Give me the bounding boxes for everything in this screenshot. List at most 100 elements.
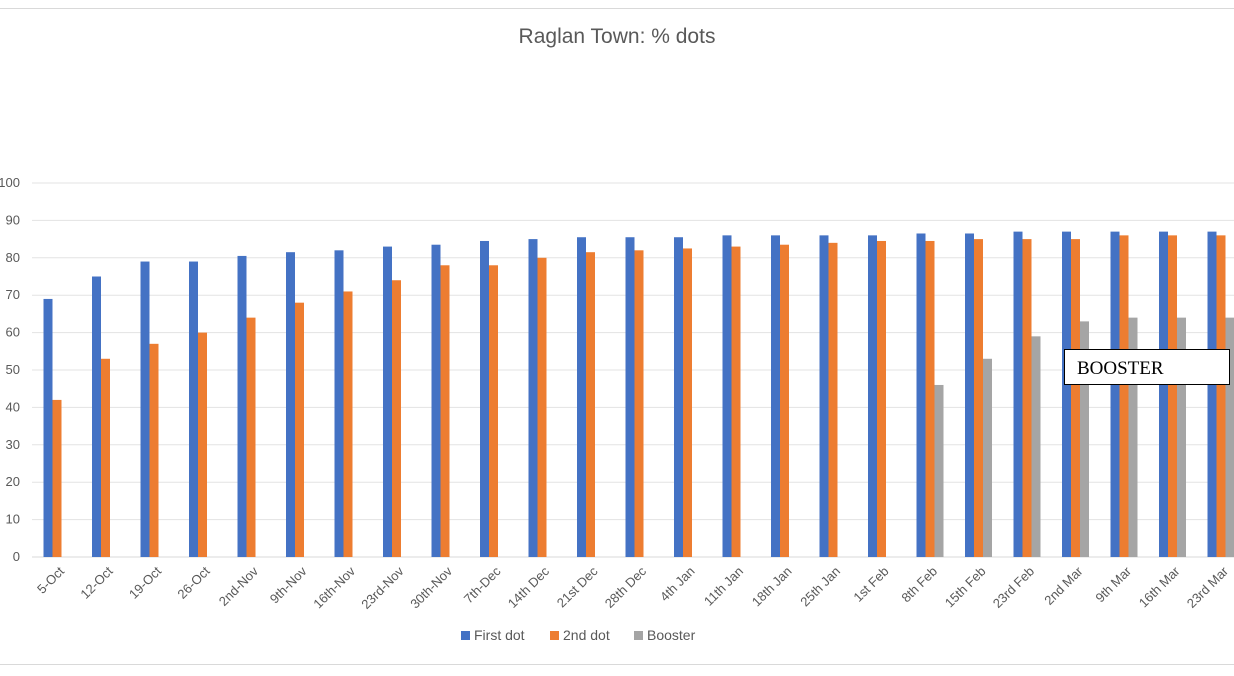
- chart-frame-bottom: [0, 664, 1234, 665]
- legend-label: Booster: [647, 627, 696, 643]
- x-tick-label: 23rd Feb: [990, 564, 1037, 611]
- x-tick-label: 9th Mar: [1092, 563, 1134, 605]
- x-axis-ticks: 5-Oct 12-Oct 19-Oct 26-Oct 2nd-Nov 9th-Nov 16t…: [34, 563, 1232, 612]
- y-tick-label: 10: [6, 512, 20, 527]
- bar-2nd-dot: [1168, 235, 1177, 558]
- y-tick-label: 70: [6, 287, 20, 302]
- bar-first-dot: [383, 246, 392, 557]
- bar-2nd-dot: [343, 291, 353, 557]
- x-tick-label: 1st Feb: [850, 564, 891, 605]
- x-tick-label: 11th Jan: [701, 564, 746, 609]
- bar-first-dot: [1207, 231, 1217, 557]
- bar-first-dot: [1013, 231, 1023, 557]
- bar-series: [43, 231, 1234, 558]
- legend-swatch: [634, 631, 643, 640]
- bar-2nd-dot: [586, 252, 595, 557]
- bar-first-dot: [819, 235, 829, 558]
- x-tick-label: 8th Feb: [898, 564, 940, 606]
- bar-2nd-dot: [537, 257, 547, 557]
- y-tick-label: 80: [6, 250, 20, 265]
- x-tick-label: 19-Oct: [126, 563, 164, 601]
- x-tick-label: 21st Dec: [554, 563, 601, 610]
- legend: First dot 2nd dot Booster: [461, 627, 696, 643]
- x-tick-label: 23rd-Nov: [358, 563, 407, 612]
- x-tick-label: 2nd Mar: [1041, 563, 1086, 608]
- bar-first-dot: [868, 235, 877, 558]
- x-tick-label: 7th-Dec: [461, 563, 504, 606]
- bar-2nd-dot: [780, 244, 789, 557]
- bar-2nd-dot: [440, 265, 450, 557]
- bar-first-dot: [1159, 231, 1168, 557]
- x-tick-label: 5-Oct: [34, 563, 67, 596]
- y-tick-label: 20: [6, 474, 20, 489]
- bar-2nd-dot: [101, 358, 110, 557]
- x-tick-label: 25th Jan: [797, 564, 843, 610]
- x-tick-label: 16th-Nov: [310, 563, 358, 611]
- legend-label: First dot: [474, 627, 525, 643]
- bar-2nd-dot: [52, 399, 62, 557]
- bar-first-dot: [965, 233, 974, 558]
- bar-first-dot: [334, 250, 344, 557]
- bar-2nd-dot: [246, 317, 256, 557]
- x-tick-label: 18th Jan: [749, 564, 795, 610]
- booster-annotation: BOOSTER: [1064, 349, 1230, 385]
- x-tick-label: 4th Jan: [657, 564, 698, 605]
- bar-booster: [1128, 317, 1138, 557]
- bar-booster: [934, 384, 944, 557]
- y-tick-label: 60: [6, 325, 20, 340]
- bar-first-dot: [771, 235, 780, 558]
- bar-2nd-dot: [731, 246, 741, 557]
- bar-first-dot: [625, 237, 635, 558]
- bar-2nd-dot: [974, 239, 983, 557]
- bar-booster: [1225, 317, 1234, 557]
- bar-2nd-dot: [925, 240, 935, 557]
- bar-2nd-dot: [1071, 239, 1080, 557]
- bar-2nd-dot: [149, 343, 159, 557]
- x-tick-label: 15th Feb: [942, 564, 989, 611]
- chart-frame-top: [0, 8, 1234, 9]
- legend-label: 2nd dot: [563, 627, 610, 643]
- bar-first-dot: [43, 298, 53, 557]
- y-axis-ticks: 0 10 20 30 40 50 60 70 80 90 100: [0, 175, 20, 564]
- bar-2nd-dot: [683, 248, 692, 557]
- y-tick-label: 30: [6, 437, 20, 452]
- y-tick-label: 50: [6, 362, 20, 377]
- bar-2nd-dot: [877, 240, 886, 557]
- bar-booster: [1080, 321, 1089, 557]
- bar-2nd-dot: [392, 280, 401, 557]
- bar-first-dot: [1062, 231, 1071, 557]
- bar-first-dot: [722, 235, 732, 558]
- legend-swatch: [461, 631, 470, 640]
- bar-first-dot: [916, 233, 926, 558]
- y-tick-label: 40: [6, 399, 20, 414]
- bar-first-dot: [140, 261, 150, 557]
- bar-2nd-dot: [1119, 235, 1129, 558]
- bar-booster: [1177, 317, 1186, 557]
- bar-first-dot: [431, 244, 441, 557]
- x-tick-label: 26-Oct: [174, 563, 212, 601]
- x-tick-label: 16th Mar: [1136, 563, 1183, 610]
- x-tick-label: 30th-Nov: [407, 563, 455, 611]
- x-tick-label: 28th Dec: [602, 563, 650, 611]
- chart-title: Raglan Town: % dots: [518, 25, 716, 48]
- y-tick-label: 0: [13, 549, 20, 564]
- bar-2nd-dot: [828, 242, 838, 557]
- x-tick-label: 9th-Nov: [267, 563, 310, 606]
- bar-booster: [1031, 336, 1041, 557]
- x-tick-label: 12-Oct: [77, 563, 115, 601]
- bar-2nd-dot: [634, 250, 644, 557]
- bar-first-dot: [674, 237, 683, 558]
- x-tick-label: 23rd Mar: [1184, 563, 1232, 611]
- bar-first-dot: [1110, 231, 1120, 557]
- bar-first-dot: [577, 237, 586, 558]
- bar-first-dot: [286, 252, 295, 557]
- bar-first-dot: [189, 261, 198, 557]
- legend-swatch: [550, 631, 559, 640]
- bar-2nd-dot: [1216, 235, 1226, 558]
- y-tick-label: 90: [6, 212, 20, 227]
- x-tick-label: 14th Dec: [505, 563, 553, 611]
- bar-2nd-dot: [295, 302, 304, 557]
- bar-first-dot: [237, 255, 247, 557]
- bar-booster: [983, 358, 992, 557]
